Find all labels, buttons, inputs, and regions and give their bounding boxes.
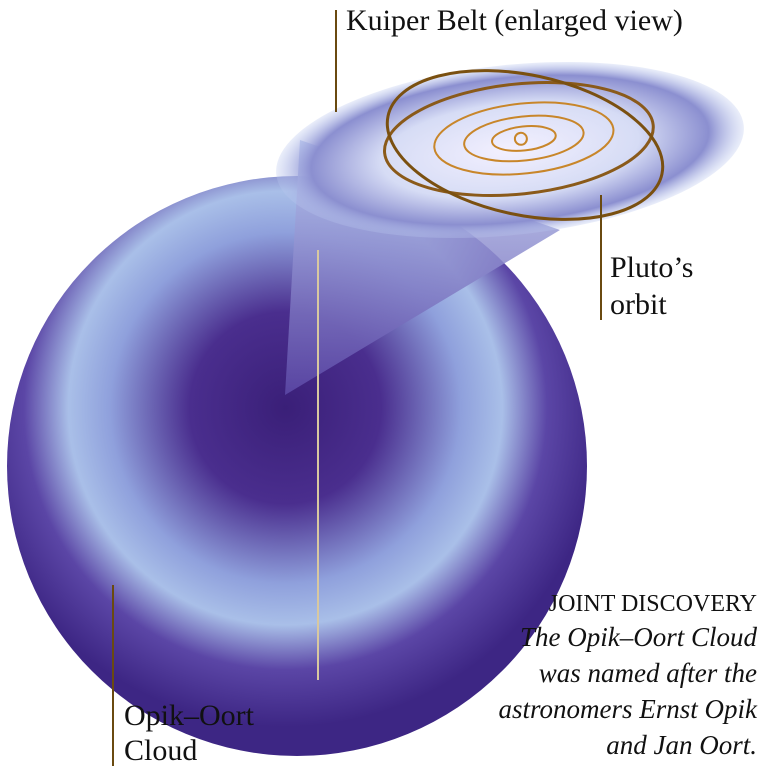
caption-line: was named after the (539, 658, 757, 688)
label: Cloud (124, 734, 197, 767)
caption-line: The Opik–Oort Cloud (520, 622, 758, 652)
label: Opik–Oort (124, 699, 255, 732)
label: orbit (610, 288, 667, 321)
illustration: Kuiper Belt (enlarged view) Pluto’s orbi… (0, 0, 765, 769)
caption-line: and Jan Oort. (606, 730, 757, 760)
caption-heading: JOINT DISCOVERY (549, 591, 757, 617)
label: Pluto’s (610, 251, 693, 284)
caption-line: astronomers Ernst Opik (498, 694, 758, 724)
label: Kuiper Belt (enlarged view) (346, 4, 683, 37)
